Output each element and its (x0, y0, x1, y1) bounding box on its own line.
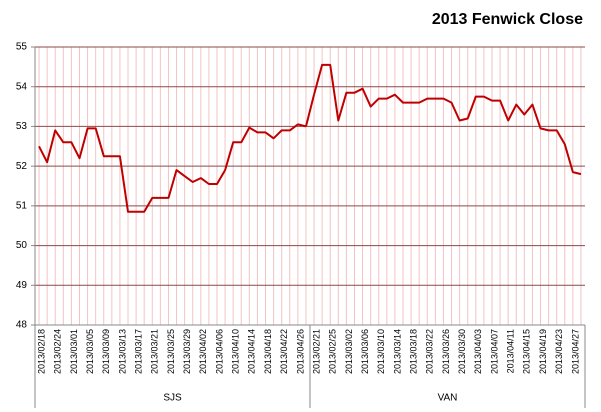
x-tick-label: 2013/04/10 (231, 329, 241, 374)
x-tick-label: 2013/03/14 (392, 329, 402, 374)
y-tick-label: 53 (16, 121, 28, 132)
x-tick-label: 2013/04/11 (506, 329, 516, 373)
x-tick-label: 2013/03/21 (150, 329, 160, 374)
y-tick-label: 51 (16, 200, 28, 211)
x-tick-label: 2013/04/15 (522, 329, 532, 374)
x-tick-label: 2013/03/17 (133, 329, 143, 374)
x-tick-label: 2013/04/07 (489, 329, 499, 374)
x-tick-label: 2013/02/21 (311, 329, 321, 374)
x-tick-label: 2013/03/26 (441, 329, 451, 374)
x-tick-label: 2013/03/09 (101, 329, 111, 374)
data-line (38, 123, 307, 213)
x-tick-label: 2013/04/22 (279, 329, 289, 374)
x-tick-label: 2013/03/22 (425, 329, 435, 374)
chart-title: 2013 Fenwick Close (432, 11, 583, 28)
x-tick-label: 2013/03/02 (344, 329, 354, 374)
x-tick-label: 2013/03/01 (69, 329, 79, 374)
line-connector (305, 94, 315, 127)
x-tick-label: 2013/04/14 (247, 329, 257, 374)
y-tick-label: 52 (16, 161, 28, 172)
x-tick-label: 2013/03/30 (457, 329, 467, 374)
y-tick-label: 49 (16, 280, 28, 291)
x-tick-label: 2013/04/23 (554, 329, 564, 374)
x-tick-label: 2013/03/29 (182, 329, 192, 374)
x-tick-label: 2013/02/18 (36, 329, 46, 374)
x-tick-label: 2013/03/10 (376, 329, 386, 374)
y-tick-label: 48 (16, 320, 28, 331)
group-label: SJS (163, 393, 182, 404)
data-line (313, 63, 582, 176)
x-tick-label: 2013/04/06 (214, 329, 224, 374)
x-tick-label: 2013/04/18 (263, 329, 273, 374)
x-tick-label: 2013/03/18 (408, 329, 418, 374)
y-tick-label: 54 (16, 81, 28, 92)
x-tick-label: 2013/03/05 (85, 329, 95, 374)
x-tick-label: 2013/03/06 (360, 329, 370, 374)
x-tick-label: 2013/04/26 (295, 329, 305, 374)
group-label: VAN (438, 393, 458, 404)
x-tick-label: 2013/04/19 (538, 329, 548, 374)
x-tick-label: 2013/03/25 (166, 329, 176, 374)
x-tick-label: 2013/04/02 (198, 329, 208, 374)
x-tick-label: 2013/04/03 (473, 329, 483, 374)
x-tick-label: 2013/03/13 (117, 329, 127, 374)
x-tick-label: 2013/02/24 (53, 329, 63, 374)
y-tick-label: 55 (16, 42, 28, 53)
x-tick-label: 2013/02/25 (328, 329, 338, 374)
x-tick-label: 2013/04/27 (570, 329, 580, 374)
y-tick-label: 50 (16, 240, 28, 251)
